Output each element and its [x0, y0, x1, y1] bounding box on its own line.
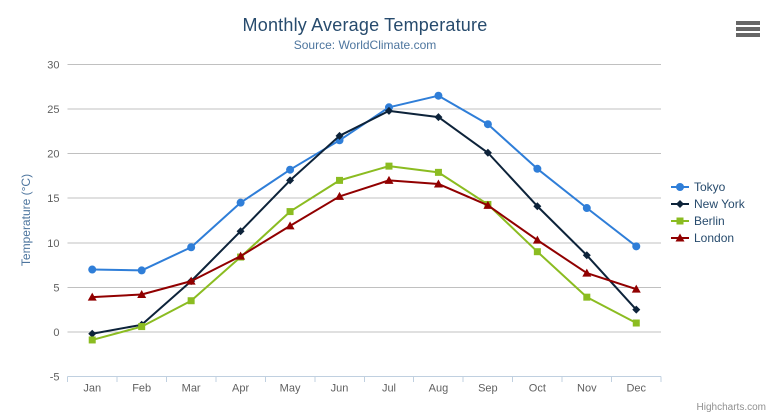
series-line-tokyo [91, 94, 638, 272]
data-point[interactable] [632, 242, 641, 251]
data-point[interactable] [582, 204, 591, 213]
data-point[interactable] [533, 202, 542, 211]
hamburger-icon [736, 21, 760, 25]
data-point[interactable] [582, 251, 591, 260]
x-axis-label: Mar [182, 383, 201, 395]
legend-label: New York [694, 196, 745, 211]
x-axis-label: Sep [478, 383, 498, 395]
x-axis-label: Jan [83, 383, 101, 395]
data-point[interactable] [384, 175, 394, 184]
data-point[interactable] [631, 284, 641, 293]
data-point[interactable] [483, 120, 492, 129]
context-menu-button[interactable] [735, 20, 761, 38]
x-axis-label: Jun [331, 383, 349, 395]
data-point[interactable] [187, 243, 196, 252]
legend-item-london[interactable]: London [670, 229, 745, 246]
x-axis-label: Apr [232, 383, 249, 395]
data-point[interactable] [632, 319, 640, 327]
legend-label: Tokyo [694, 179, 726, 194]
data-point[interactable] [434, 113, 443, 122]
data-point[interactable] [434, 91, 443, 100]
data-point[interactable] [236, 198, 245, 207]
data-point[interactable] [138, 323, 146, 331]
legend-marker-berlin-icon [670, 214, 690, 228]
data-point[interactable] [88, 265, 97, 274]
legend-marker-new-york-icon [670, 197, 690, 211]
legend-item-berlin[interactable]: Berlin [670, 212, 745, 229]
y-axis-label: -5 [50, 372, 60, 384]
data-point[interactable] [532, 235, 542, 244]
data-point[interactable] [384, 106, 393, 115]
series-line-new-york [91, 109, 638, 335]
legend-item-new-york[interactable]: New York [670, 195, 745, 212]
data-point[interactable] [483, 200, 493, 209]
y-axis-label: 30 [47, 60, 59, 72]
data-point[interactable] [533, 164, 542, 173]
data-point[interactable] [286, 165, 295, 174]
data-point[interactable] [433, 179, 443, 188]
data-point[interactable] [335, 191, 345, 200]
y-axis-label: 25 [47, 104, 59, 116]
data-point[interactable] [336, 176, 344, 184]
data-point[interactable] [582, 268, 592, 277]
series-line-london [91, 179, 638, 299]
data-point[interactable] [236, 251, 246, 260]
data-point[interactable] [286, 208, 294, 216]
y-axis-label: 15 [47, 193, 59, 205]
legend-marker-tokyo-icon [670, 180, 690, 194]
legend-label: Berlin [694, 213, 725, 228]
x-axis-label: Jul [382, 383, 396, 395]
data-point[interactable] [186, 276, 196, 285]
data-point[interactable] [583, 293, 591, 301]
data-point[interactable] [87, 292, 97, 301]
data-point[interactable] [533, 248, 541, 256]
y-axis-label: 10 [47, 238, 59, 250]
x-axis-label: Nov [577, 383, 597, 395]
data-point[interactable] [236, 227, 245, 236]
credits-link[interactable]: Highcharts.com [696, 402, 766, 413]
y-axis-label: 5 [53, 282, 59, 294]
x-axis-label: Aug [429, 383, 449, 395]
y-axis-label: 20 [47, 149, 59, 161]
x-axis-label: May [280, 383, 301, 395]
chart-subtitle: Source: WorldClimate.com [293, 38, 437, 52]
chart-title: Monthly Average Temperature [242, 15, 488, 35]
data-point[interactable] [286, 176, 295, 185]
data-point[interactable] [187, 297, 195, 305]
series-line-berlin [91, 165, 638, 341]
x-axis-label: Feb [132, 383, 151, 395]
hamburger-icon [736, 33, 760, 37]
data-point[interactable] [335, 131, 344, 140]
x-axis-label: Oct [529, 383, 546, 395]
data-point[interactable] [137, 289, 147, 298]
data-point[interactable] [137, 266, 146, 275]
legend-marker-london-icon [670, 231, 690, 245]
data-point[interactable] [385, 162, 393, 170]
legend-item-tokyo[interactable]: Tokyo [670, 178, 745, 195]
data-point[interactable] [632, 305, 641, 314]
data-point[interactable] [88, 329, 97, 338]
hamburger-icon [736, 27, 760, 31]
y-axis-label: 0 [53, 327, 59, 339]
y-axis-title: Temperature (°C) [19, 173, 33, 267]
data-point[interactable] [483, 148, 492, 157]
legend: Tokyo New York Berlin London [670, 178, 745, 246]
data-point[interactable] [88, 336, 96, 344]
x-axis-label: Dec [626, 383, 646, 395]
data-point[interactable] [434, 168, 442, 176]
legend-label: London [694, 230, 735, 245]
data-point[interactable] [285, 221, 295, 230]
